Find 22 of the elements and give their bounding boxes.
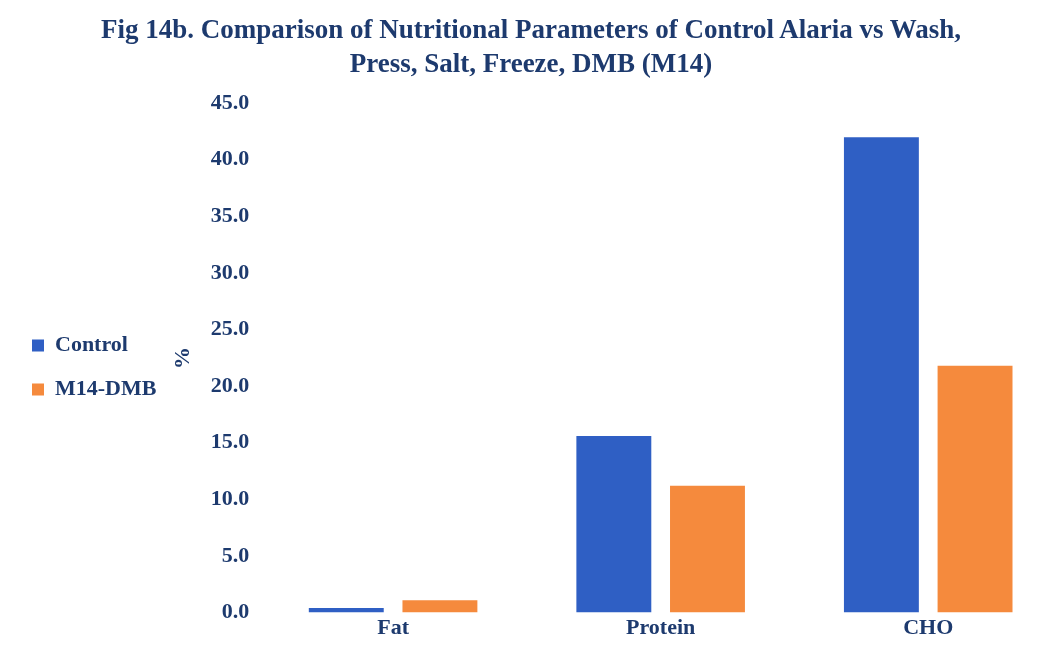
y-axis-title: % [169,346,195,369]
bar [576,436,652,613]
y-tick-label: 40.0 [210,145,250,171]
legend-label: Control [55,331,128,357]
y-tick-label: 5.0 [221,541,250,567]
y-tick-label: 45.0 [210,88,250,114]
y-tick-label: 15.0 [210,428,250,454]
bar [937,365,1013,613]
bar [670,485,745,613]
y-tick-label: 10.0 [210,485,250,511]
x-tick-label: CHO [903,614,954,640]
y-tick-label: 35.0 [210,202,250,228]
y-tick-label: 0.0 [221,598,250,624]
y-tick-label: 30.0 [210,258,250,284]
y-tick-label: 20.0 [210,371,250,397]
chart-title: Fig 14b. Comparison of Nutritional Parameters of Control Alaria vs Wash, Press, Salt, Freeze, DMB (M14) [100,13,962,80]
x-tick-label: Protein [626,614,696,640]
bar [843,137,919,613]
y-tick-label: 25.0 [210,315,250,341]
bar [402,600,478,613]
x-tick-label: Fat [377,614,410,640]
legend-label: M14-DMB [55,375,157,401]
